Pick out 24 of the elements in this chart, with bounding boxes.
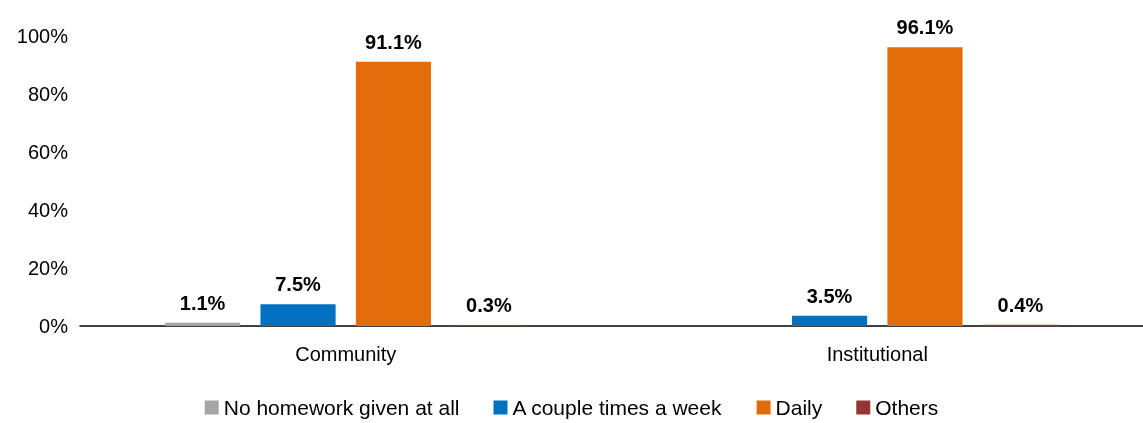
legend-label: Daily <box>775 396 823 419</box>
data-label: 3.5% <box>806 284 853 307</box>
y-tick-label: 40% <box>27 199 69 221</box>
y-tick-label: 60% <box>27 141 69 163</box>
bar <box>355 61 432 326</box>
data-label: 0.3% <box>466 294 512 317</box>
y-tick-label: 100% <box>16 25 69 47</box>
bar <box>260 304 336 326</box>
y-tick-label: 20% <box>27 257 69 279</box>
x-tick-label: Community <box>295 343 397 365</box>
legend-label: A couple times a week <box>512 396 722 419</box>
bar <box>887 47 963 326</box>
bar <box>165 322 241 326</box>
data-label: 0.4% <box>997 293 1044 316</box>
bar <box>791 315 868 326</box>
x-tick-label: Institutional <box>826 343 928 365</box>
data-label: 96.1% <box>896 16 954 39</box>
data-label: 91.1% <box>365 30 423 53</box>
y-tick-label: 80% <box>27 83 69 105</box>
legend-label: Others <box>875 396 939 419</box>
data-label: 1.1% <box>179 291 226 314</box>
y-tick-label: 0% <box>39 315 69 337</box>
data-label: 7.5% <box>275 273 322 296</box>
legend-label: No homework given at all <box>223 396 460 419</box>
